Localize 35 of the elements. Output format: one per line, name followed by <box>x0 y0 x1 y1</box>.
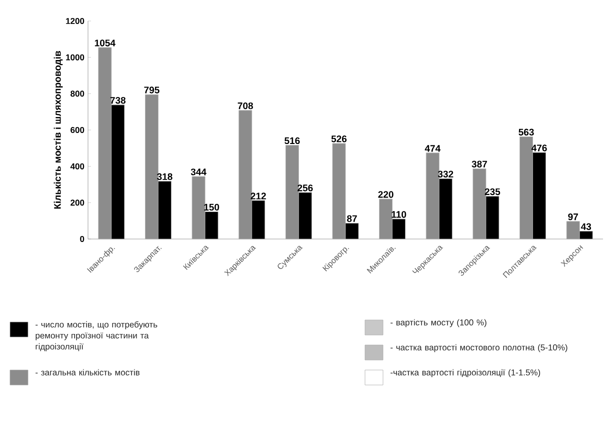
data-label: 1054 <box>94 40 116 46</box>
data-label: 212 <box>250 192 266 200</box>
data-label: 795 <box>144 86 160 94</box>
data-label: 344 <box>190 168 206 176</box>
legend-label: - загальна кількість мостів <box>36 369 140 376</box>
legend-label: - частка вартості мостового полотна (5-10%) <box>390 344 568 352</box>
data-label: 516 <box>284 137 300 144</box>
y-tick-label: 400 <box>70 163 84 170</box>
y-tick-label: 200 <box>70 200 84 206</box>
data-label: 738 <box>110 96 126 104</box>
legend-label: - число мостів, що потребують ремонту проїзної частини та гідроізоляції <box>36 321 158 352</box>
data-label: 235 <box>484 188 500 196</box>
y-tick-label: 1000 <box>66 54 84 60</box>
legend-label: - вартість мосту (100 %) <box>390 319 486 328</box>
data-label: 476 <box>531 144 547 152</box>
data-label: 256 <box>298 184 313 192</box>
legend-label: -частка вартості гідроізоляції (1-1.5%) <box>390 369 540 378</box>
data-label: 387 <box>472 160 487 168</box>
data-label: 87 <box>347 215 357 222</box>
data-label: 97 <box>568 213 578 220</box>
y-tick-label: 800 <box>70 90 84 97</box>
y-tick-label: 600 <box>70 126 84 134</box>
data-label: 43 <box>580 223 592 230</box>
data-label: 526 <box>331 136 347 142</box>
data-label: 110 <box>392 211 406 218</box>
data-label: 332 <box>438 170 454 178</box>
y-axis-title: Кількість мостів і шляхопроводів <box>54 51 63 209</box>
data-label: 318 <box>157 173 172 180</box>
y-tick-label: 0 <box>80 236 84 242</box>
data-label: 708 <box>238 102 253 110</box>
data-label: 474 <box>424 145 441 152</box>
data-label: 220 <box>378 191 394 198</box>
y-tick-label: 1200 <box>66 18 84 24</box>
data-label: 150 <box>204 204 220 211</box>
data-label: 563 <box>518 128 534 136</box>
